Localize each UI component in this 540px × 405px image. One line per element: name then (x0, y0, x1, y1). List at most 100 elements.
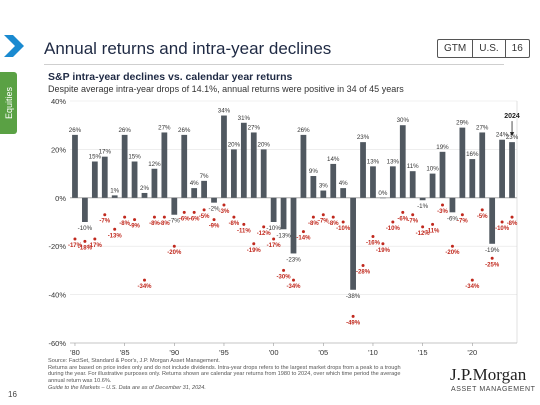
badge-gtm: GTM (444, 43, 467, 54)
return-bar (499, 139, 505, 198)
source-note: Source: FactSet, Standard & Poor's, J.P.… (48, 358, 440, 392)
decline-dot (162, 215, 166, 219)
decline-label: -8% (159, 221, 170, 227)
return-label: 0% (378, 190, 387, 197)
source-line: annual return was 10.6%. (48, 378, 112, 385)
decline-dot (460, 213, 464, 217)
callout-arrow-head (509, 132, 515, 137)
x-tick-label: '85 (120, 348, 130, 357)
decline-dot (321, 213, 325, 217)
decline-label: -7% (457, 219, 468, 225)
guide-line: Guide to the Markets – U.S. Data are as … (48, 384, 206, 391)
return-bar (270, 197, 277, 222)
decline-label: -5% (199, 214, 210, 220)
return-label: 23% (506, 134, 519, 141)
return-bar (250, 132, 257, 198)
return-label: -13% (276, 232, 291, 239)
return-bar (201, 180, 207, 198)
chart-title: S&P intra-year declines vs. calendar yea… (48, 71, 293, 83)
y-tick-label: 20% (51, 145, 66, 154)
decline-dot (441, 203, 444, 207)
return-bar (211, 197, 217, 203)
decline-dot (391, 220, 395, 224)
chart-subtitle: Despite average intra-year drops of 14.1… (48, 84, 404, 94)
decline-dot (361, 264, 365, 268)
return-label: 26% (178, 127, 191, 134)
return-label: 27% (248, 124, 261, 131)
source-line: during the year. For illustrative purpos… (48, 371, 401, 378)
x-tick-label: '00 (269, 348, 279, 357)
source-line: Returns are based on price index only an… (48, 364, 401, 371)
return-label: 14% (327, 156, 340, 163)
x-tick-label: '80 (70, 348, 80, 357)
return-bar (310, 176, 317, 198)
return-label: -10% (266, 225, 281, 232)
return-label: -2% (209, 206, 221, 213)
return-bar (72, 134, 78, 198)
return-label: 10% (426, 166, 439, 173)
decline-label: -5% (477, 214, 488, 220)
decline-label: -34% (137, 284, 152, 290)
decline-dot (93, 237, 97, 241)
decline-dot (381, 242, 385, 246)
return-bar (320, 190, 327, 198)
decline-label: -7% (407, 219, 418, 225)
return-bar (509, 142, 515, 198)
return-label: 9% (309, 168, 318, 175)
decline-dot (371, 235, 375, 239)
decline-label: -7% (99, 219, 110, 225)
section-tab-equities[interactable]: Equities (0, 72, 17, 134)
decline-dot (133, 218, 137, 222)
badge-page: 16 (504, 40, 529, 57)
decline-dot (143, 278, 146, 282)
return-label: 24% (496, 132, 509, 139)
return-bar (449, 197, 456, 213)
return-bar (459, 127, 466, 198)
return-bar (439, 151, 446, 198)
return-bar (161, 132, 168, 198)
return-label: 26% (69, 127, 82, 134)
decline-label: -12% (416, 231, 431, 237)
y-tick-label: 40% (51, 97, 66, 106)
return-bar (171, 197, 178, 215)
decline-dot (152, 215, 156, 219)
return-label: 4% (190, 180, 199, 187)
return-bar (82, 197, 88, 222)
decline-label: -9% (209, 224, 220, 230)
x-tick-label: '05 (318, 348, 328, 357)
decline-dot (123, 215, 127, 219)
return-label: 29% (456, 120, 469, 127)
decline-dot (182, 210, 186, 214)
y-tick-label: -20% (48, 242, 66, 251)
chevron-icon (4, 35, 24, 57)
decline-dot (192, 210, 196, 214)
decline-dot (450, 244, 454, 248)
year-callout: 2024 (504, 113, 520, 137)
decline-label: -30% (277, 274, 292, 280)
intra-year-decline-dots (73, 203, 514, 318)
annual-return-bars (72, 115, 515, 290)
return-bar (350, 197, 356, 290)
return-label: 13% (367, 158, 380, 165)
badge-group: GTM U.S. 16 (437, 39, 530, 58)
source-line: Source: FactSet, Standard & Poor's, J.P.… (48, 358, 220, 364)
decline-dot (351, 314, 355, 318)
page-title: Annual returns and intra-year declines (44, 39, 332, 58)
return-label: 1% (110, 187, 119, 194)
decline-label: -17% (68, 243, 83, 249)
decline-dot (301, 230, 305, 234)
decline-dot (500, 220, 504, 224)
title-divider (44, 64, 504, 65)
return-label: -10% (78, 225, 93, 232)
decline-label: -16% (366, 241, 381, 247)
return-bar (290, 197, 297, 254)
decline-dot (510, 215, 514, 219)
jpmorgan-logo: J.P.Morgan (450, 365, 527, 384)
return-bar (181, 134, 188, 198)
return-label: 27% (158, 124, 171, 131)
return-label: 19% (436, 144, 449, 151)
decline-dot (331, 215, 335, 219)
y-tick-label: -60% (48, 339, 66, 348)
decline-label: -18% (78, 245, 93, 251)
y-tick-label: 0% (55, 194, 66, 203)
